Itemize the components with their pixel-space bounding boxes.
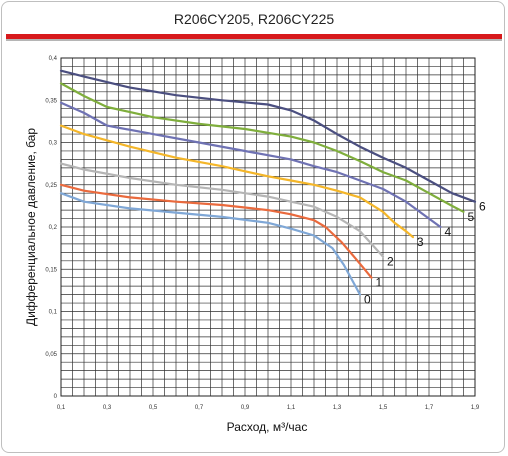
chart-grid: [60, 57, 476, 397]
curve-label-1: 1: [376, 276, 383, 290]
x-tick-label: 1,1: [287, 405, 296, 411]
y-tick-label: 0,15: [45, 267, 57, 273]
x-tick-label: 1,3: [333, 405, 342, 411]
y-tick-label: 0,1: [49, 310, 58, 316]
chart-title: R206CY205, R206CY225: [173, 11, 335, 27]
y-tick-label: 0,05: [45, 352, 57, 358]
series-line-3: [59, 124, 414, 239]
plot-border: [60, 57, 476, 397]
curve-label-3: 3: [417, 235, 424, 249]
series-line-6: [59, 69, 477, 203]
y-tick-labels: 0 0,05 0,1 0,15 0,2 0,25 0,3 0,35 0,4: [45, 56, 57, 400]
series-line-2: [59, 162, 385, 258]
y-tick-label: 0,4: [49, 56, 58, 62]
y-tick-label: 0,3: [49, 141, 58, 147]
x-tick-label: 0,5: [149, 405, 158, 411]
x-tick-label: 1,7: [425, 405, 434, 411]
y-tick-label: 0,25: [45, 183, 57, 189]
title-shadow-bar: [6, 39, 502, 41]
curve-label-6: 6: [479, 200, 486, 214]
series-line-4: [59, 101, 442, 229]
curve-label-2: 2: [387, 255, 394, 269]
series-line-5: [59, 82, 465, 213]
y-tick-label: 0,2: [49, 225, 58, 231]
curve-label-4: 4: [445, 225, 452, 239]
x-tick-label: 0,9: [241, 405, 250, 411]
x-tick-label: 0,1: [57, 405, 66, 411]
y-tick-label: 0: [54, 394, 58, 400]
y-tick-label: 0,35: [45, 98, 57, 104]
chart-series: [59, 69, 477, 296]
x-tick-label: 0,7: [195, 405, 204, 411]
curve-label-0: 0: [364, 293, 371, 307]
series-line-0: [59, 192, 362, 296]
x-tick-label: 1,5: [379, 405, 388, 411]
x-axis-label: Расход, м³/час: [227, 420, 308, 434]
curve-label-5: 5: [468, 210, 475, 224]
x-tick-label: 1,9: [471, 405, 480, 411]
y-axis-label: Дифференциальное давление, бар: [24, 128, 38, 326]
series-line-1: [59, 183, 373, 279]
x-tick-labels: 0,1 0,3 0,5 0,7 0,9 1,1 1,3 1,5 1,7 1,9: [57, 405, 480, 411]
chart-axes: [60, 57, 476, 397]
x-tick-label: 0,3: [103, 405, 112, 411]
title-accent-bar: [6, 34, 502, 39]
